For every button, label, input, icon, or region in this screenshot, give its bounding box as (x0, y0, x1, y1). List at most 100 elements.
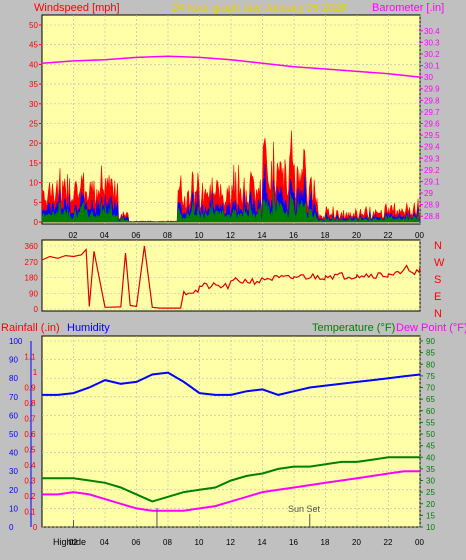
compass-letter: N (434, 308, 442, 320)
hour-label-bottom: 22 (384, 538, 393, 547)
temperature-tick-label: 20 (426, 500, 435, 509)
hour-label-bottom: 10 (195, 538, 204, 547)
hour-label-bottom: 04 (100, 538, 109, 547)
temperature-tick-label: 65 (426, 395, 435, 404)
wind-tick-label: 35 (29, 80, 38, 89)
temperature-tick-label: 30 (426, 477, 435, 486)
barometer-tick-label: 29 (424, 189, 433, 198)
hour-label-top: 06 (132, 231, 141, 240)
compass-letter: W (434, 257, 445, 269)
rain-tick-label: 0.5 (24, 446, 36, 455)
hour-label-bottom: 00 (415, 538, 424, 547)
hour-label-bottom: 02 (69, 538, 78, 547)
graph-title: 24 hour graph day January 05 2026 (172, 2, 346, 14)
humidity-label: Humidity (67, 322, 110, 334)
wind-direction-line (41, 245, 421, 309)
wind-tick-label: 15 (29, 159, 38, 168)
compass-letter: N (434, 240, 442, 252)
temperature-line (42, 456, 420, 503)
hour-label-top: 16 (289, 231, 298, 240)
tick-labels: 0202040406060808101012121414161618182020… (9, 21, 440, 547)
barometer-tick-label: 29.9 (424, 85, 440, 94)
temperature-tick-label: 90 (426, 337, 435, 346)
windspeed-label: Windspeed [mph] (34, 2, 120, 14)
barometer-tick-label: 30.4 (424, 27, 440, 36)
barometer-tick-label: 30.3 (424, 38, 440, 47)
wind-tick-label: 10 (29, 179, 38, 188)
temperature-tick-label: 40 (426, 453, 435, 462)
temperature-tick-label: 50 (426, 430, 435, 439)
climate-panel (41, 335, 421, 528)
hour-label-bottom: 14 (258, 538, 267, 547)
wind-min-area (41, 189, 421, 223)
hour-label-top: 08 (163, 231, 172, 240)
rain-tick-label: 0.7 (24, 415, 36, 424)
barometer-tick-label: 29.2 (424, 166, 440, 175)
barometer-tick-label: 30 (424, 73, 433, 82)
wind-tick-label: 20 (29, 139, 38, 148)
temperature-tick-label: 85 (426, 349, 435, 358)
wind-tick-label: 30 (29, 100, 38, 109)
dewpoint-line (42, 470, 420, 512)
barometer-tick-label: 29.7 (424, 108, 440, 117)
hour-label-top: 20 (352, 231, 361, 240)
wind-tick-label: 0 (34, 218, 39, 227)
hour-label-top: 02 (69, 231, 78, 240)
rainfall-label: Rainfall (.in) (1, 322, 60, 334)
hour-label-top: 04 (100, 231, 109, 240)
rain-tick-label: 0.3 (24, 477, 36, 486)
humidity-tick-label: 40 (9, 449, 18, 458)
hour-label-top: 18 (321, 231, 330, 240)
compass-letter: E (434, 291, 441, 303)
temperature-tick-label: 25 (426, 488, 435, 497)
barometer-tick-label: 29.3 (424, 154, 440, 163)
barometer-tick-label: 29.4 (424, 143, 440, 152)
direction-tick-label: 360 (25, 242, 39, 251)
hour-label-bottom: 08 (163, 538, 172, 547)
sunset-label: Sun Set (288, 504, 321, 514)
barometer-label: Barometer [.in] (372, 2, 444, 14)
rain-tick-label: 0.1 (24, 508, 36, 517)
temperature-tick-label: 10 (426, 523, 435, 532)
temperature-tick-label: 45 (426, 442, 435, 451)
wind-tick-label: 45 (29, 41, 38, 50)
barometer-tick-label: 28.9 (424, 201, 440, 210)
hour-label-top: 00 (415, 231, 424, 240)
humidity-tick-label: 100 (9, 337, 23, 346)
direction-tick-label: 270 (25, 258, 39, 267)
humidity-tick-label: 10 (9, 504, 18, 513)
barometer-tick-label: 30.2 (424, 50, 440, 59)
wind-tick-label: 5 (34, 198, 39, 207)
hour-label-bottom: 16 (289, 538, 298, 547)
rain-tick-label: 0.4 (24, 461, 36, 470)
barometer-tick-label: 29.5 (424, 131, 440, 140)
barometer-tick-label: 29.6 (424, 120, 440, 129)
temperature-tick-label: 15 (426, 511, 435, 520)
humidity-tick-label: 90 (9, 356, 18, 365)
humidity-tick-label: 70 (9, 393, 18, 402)
hour-label-bottom: 18 (321, 538, 330, 547)
humidity-tick-label: 30 (9, 467, 18, 476)
humidity-tick-label: 80 (9, 374, 18, 383)
hour-label-bottom: 12 (226, 538, 235, 547)
hightide-label: Hightide (53, 537, 86, 547)
data-series (41, 55, 421, 527)
barometer-tick-label: 29.8 (424, 96, 440, 105)
temperature-tick-label: 80 (426, 360, 435, 369)
rain-tick-label: 0.6 (24, 430, 36, 439)
hour-label-bottom: 20 (352, 538, 361, 547)
barometer-tick-label: 30.1 (424, 62, 440, 71)
dewpoint-label: Dew Point (°F) (396, 322, 466, 334)
wind-tick-label: 40 (29, 60, 38, 69)
barometer-tick-label: 28.8 (424, 212, 440, 221)
humidity-tick-label: 50 (9, 430, 18, 439)
temperature-tick-label: 70 (426, 384, 435, 393)
direction-tick-label: 180 (25, 274, 39, 283)
hour-label-top: 10 (195, 231, 204, 240)
humidity-tick-label: 0 (9, 523, 14, 532)
wind-tick-label: 50 (29, 21, 38, 30)
rain-tick-label: 0.9 (24, 384, 36, 393)
